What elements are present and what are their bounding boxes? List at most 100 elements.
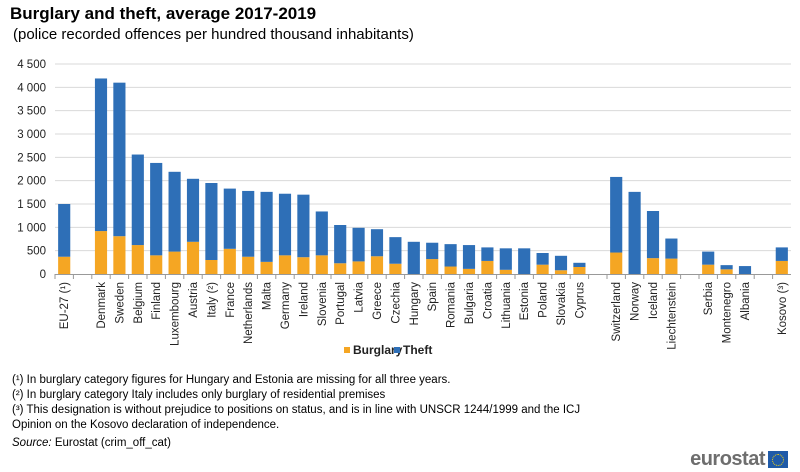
x-tick-label: Greece [372,282,384,320]
x-tick-label: France [225,282,237,318]
bar-theft [720,265,733,270]
bar-theft [665,238,678,259]
bar-theft [94,78,108,232]
bar-burglary [665,258,678,274]
x-tick-label: Kosovo (³) [777,282,789,335]
bar-theft [297,194,310,258]
bar-theft [278,193,292,256]
x-tick-label: Montenegro [722,282,734,343]
bar-theft [481,247,494,261]
y-tick-label: 1 500 [17,199,46,211]
bar-burglary [720,269,733,274]
bar-burglary [573,267,586,274]
source-text: Eurostat (crim_off_cat) [51,437,171,449]
y-tick-label: 3 000 [17,129,46,141]
bar-theft [518,248,531,274]
legend-label-burglary: Burglary [353,343,403,357]
bar-burglary [426,259,439,274]
bar-burglary [297,257,310,274]
bar-theft [426,242,439,260]
bar-theft [646,211,660,259]
y-tick-label: 4 000 [17,82,46,94]
footnote-3: (³) This designation is without prejudic… [12,404,581,431]
bar-theft [628,191,641,274]
bar-burglary [499,269,512,274]
x-tick-label: Latvia [354,281,366,312]
bar-theft [352,227,365,262]
y-tick-label: 500 [27,246,46,258]
x-tick-label: Spain [427,282,439,311]
x-tick-label: Slovakia [556,281,568,325]
bar-theft [536,253,549,265]
y-tick-label: 2 500 [17,152,46,164]
bar-theft [58,204,71,257]
bar-burglary [481,260,494,274]
x-tick-label: Czechia [390,281,402,323]
bar-theft [499,248,512,270]
x-tick-label: Bulgaria [464,281,476,324]
x-tick-label: Belgium [133,282,145,324]
bar-burglary [315,255,328,274]
bar-theft [444,244,457,267]
bar-theft [738,266,752,274]
x-tick-label: Austria [188,281,200,317]
bar-burglary [278,255,292,274]
bar-burglary [610,252,623,274]
bar-theft [573,262,586,267]
x-tick-label: Poland [538,282,550,318]
y-tick-label: 2 000 [17,176,46,188]
x-tick-label: EU-27 (¹) [59,282,71,329]
bar-burglary [260,261,273,274]
bar-burglary [205,260,218,274]
x-tick-label: Sweden [114,282,126,324]
bar-burglary [168,251,181,274]
chart-subtitle: (police recorded offences per hundred th… [13,26,414,43]
bar-theft [168,171,181,252]
x-tick-label: Albania [740,281,752,320]
bar-theft [113,82,126,237]
x-tick-label: Switzerland [611,282,623,341]
x-tick-label: Croatia [482,281,494,319]
bar-theft [205,183,218,260]
x-tick-label: Ireland [298,282,310,317]
x-tick-label: Slovenia [317,281,329,326]
legend-label-theft: Theft [403,343,432,357]
bar-burglary [334,263,347,274]
bar-theft [131,154,144,246]
x-tick-label: Cyprus [574,282,586,319]
y-tick-label: 1 000 [17,222,46,234]
x-tick-label: Netherlands [243,282,255,344]
bar-burglary [113,236,126,274]
chart-title: Burglary and theft, average 2017-2019 [10,4,317,23]
x-tick-label: Luxembourg [170,282,182,346]
logo-text: eurostat [690,448,765,470]
bar-theft [462,245,476,269]
footnotes: (¹) In burglary category figures for Hun… [12,373,622,451]
bar-burglary [94,231,108,274]
x-tick-label: Liechtenstein [666,282,678,350]
x-tick-label: Estonia [519,281,531,320]
bar-theft [610,176,623,253]
eurostat-logo: eurostat [690,448,788,471]
bar-burglary [702,264,715,274]
footnote-2: (²) In burglary category Italy includes … [12,389,386,401]
bar-burglary [58,256,71,274]
bar-burglary [131,245,144,274]
bar-burglary [150,255,163,274]
bar-theft [186,178,200,242]
bar-burglary [223,248,236,274]
x-tick-label: Romania [446,281,458,328]
x-tick-label: Finland [151,282,163,320]
bar-theft [223,188,236,249]
bar-theft [407,241,420,274]
bar-theft [150,162,163,256]
bar-theft [315,211,328,256]
stacked-bar-chart: 0 500 1 000 1 500 2 000 2 500 3 000 3 500 4 000 4… [17,59,791,357]
bar-burglary [444,266,457,274]
y-tick-label: 4 500 [17,59,46,71]
x-tick-label: Germany [280,282,292,330]
eu-flag-icon [768,451,788,468]
bar-burglary [646,258,660,274]
x-tick-label: Norway [630,282,642,321]
bar-burglary [462,268,476,274]
